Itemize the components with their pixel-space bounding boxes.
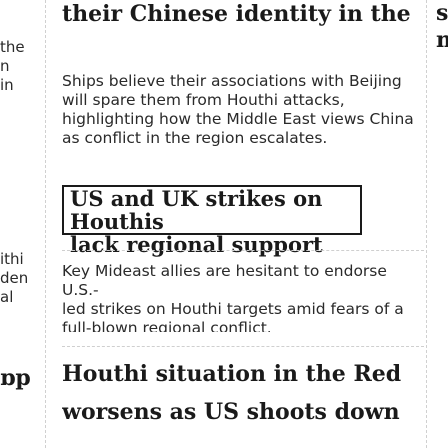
article-3-subline: worsens as US shoots down xyxy=(62,398,424,426)
article-2-headline-box[interactable]: US and UK strikes on Houthis lack region… xyxy=(62,185,362,235)
left-partial-text-top: the n in xyxy=(0,38,40,95)
separator-1 xyxy=(62,250,424,251)
left-partial-column-bottom: ɒp xyxy=(0,365,40,399)
right-partial-headline-1: sup mal xyxy=(436,0,448,60)
left-partial-column-mid: ithi den al xyxy=(0,250,40,310)
column-divider-right xyxy=(426,0,427,448)
article-3-summary-wrap: worsens as US shoots down xyxy=(62,398,424,448)
article-1-summary: Ships believe their associations with Be… xyxy=(62,72,424,148)
article-2-headline[interactable]: US and UK strikes on Houthis lack region… xyxy=(70,187,360,256)
left-partial-column-top: the n in xyxy=(0,38,40,98)
article-2-summary-wrap: Key Mideast allies are hesitant to endor… xyxy=(62,262,424,332)
article-3-headline[interactable]: Houthi situation in the Red Sea xyxy=(62,360,424,390)
separator-2 xyxy=(62,346,424,347)
column-divider-left xyxy=(45,0,46,448)
article-2-summary: Key Mideast allies are hesitant to endor… xyxy=(62,262,424,332)
left-partial-headline-bottom: ɒp xyxy=(0,365,40,392)
article-1: Ships believe their associations with Be… xyxy=(62,0,424,173)
article-3-headline-wrap[interactable]: Houthi situation in the Red Sea xyxy=(62,360,424,390)
right-partial-head-1: sup mal xyxy=(436,0,448,54)
left-partial-text-mid: ithi den al xyxy=(0,250,40,307)
